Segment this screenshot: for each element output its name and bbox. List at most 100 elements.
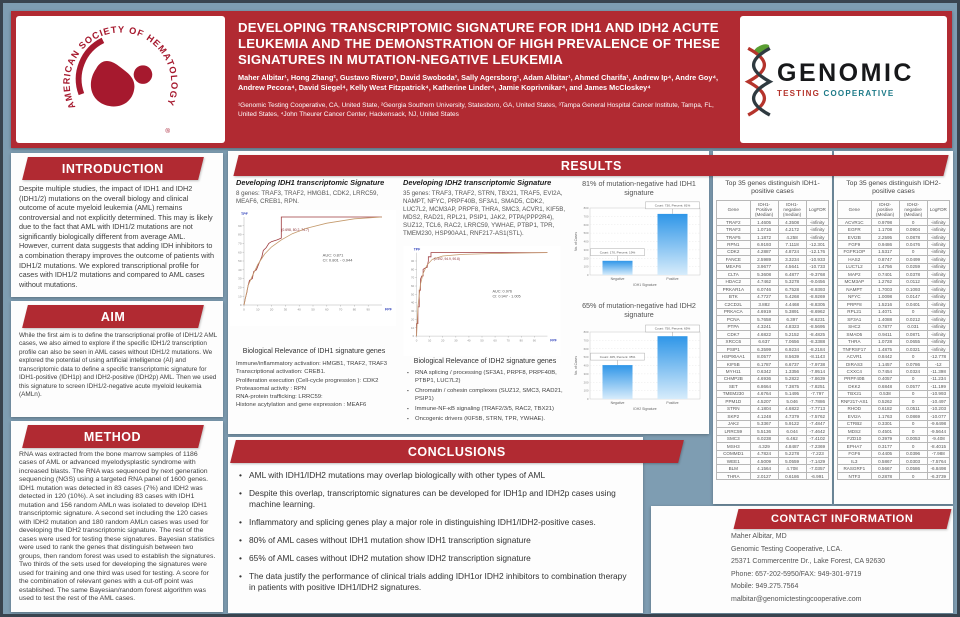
table-cell: 0 [898, 427, 928, 436]
bar-annotation: Count: 730, Percent: 81% [655, 204, 691, 208]
table-cell: NTF3 [837, 471, 872, 481]
table-cell: 1.1457 [870, 359, 900, 369]
svg-text:FPF: FPF [385, 308, 393, 312]
bar [602, 365, 633, 399]
table-cell: 4.2172 [777, 225, 807, 234]
table-cell: 0 [898, 247, 928, 257]
table-cell: 0 [898, 217, 928, 227]
table-cell: -infinity [926, 307, 951, 317]
table-cell: 0.0112 [898, 277, 928, 287]
table-cell: -10.933 [805, 255, 830, 264]
table-row: BTK 4.7727 5.4268 -8.9269 [716, 292, 830, 302]
table-cell: 7.1118 [777, 240, 807, 249]
table-cell: 0.1093 [898, 285, 928, 294]
table-row: PRPF40B 0.4057 0 -11.234 [837, 374, 951, 384]
conclusions-title: CONCLUSIONS [408, 444, 506, 459]
table-cell: -7.7886 [805, 397, 830, 406]
table-cell: 4.6822 [777, 404, 807, 414]
table-cell: RPL21 [837, 307, 872, 317]
table-row: MCM3AP 1.2762 0.0112 -infinity [837, 277, 951, 287]
table-row: SMC3 6.0238 6.462 -7.4102 [716, 434, 830, 444]
table-row: HSP90AA1 8.0577 8.5639 -8.1143 [716, 352, 830, 361]
list-item: RNA splicing / processing (SF3A1, PRPF8,… [407, 370, 567, 385]
table-cell: 0.0577 [898, 382, 928, 391]
table-row: DIRAS3 1.1457 0.0786 -12 [837, 359, 951, 369]
svg-text:Positive: Positive [666, 401, 678, 405]
table-cell: 0 [898, 389, 928, 399]
svg-text:100: 100 [584, 389, 589, 393]
svg-text:70: 70 [238, 242, 242, 246]
table-row: RASGRF1 0.5667 0.0586 -6.8498 [837, 464, 951, 473]
table-cell: -infinity [926, 337, 951, 347]
table-cell: 0 [898, 307, 928, 317]
table-cell: 4.6936 [749, 374, 779, 384]
list-item: Maher Albitar, MD [731, 533, 787, 540]
table-cell: PRPF8 [837, 300, 872, 309]
svg-text:0: 0 [413, 334, 415, 338]
table-row: TBX21 0.538 0 -10.993 [837, 389, 951, 399]
table-cell: 0.9411 [870, 329, 900, 339]
table-cell: 4.2887 [749, 247, 779, 257]
table-cell: DIRAS3 [837, 359, 872, 369]
table-cell: 4.3241 [749, 322, 779, 332]
table-cell: 4.1564 [749, 464, 779, 473]
svg-text:90: 90 [533, 338, 537, 342]
table-cell: 4.5641 [777, 262, 807, 272]
svg-text:700: 700 [584, 338, 589, 342]
gene-table-idh2: Gene IDH2-positive (Median) IDH2-negative … [837, 199, 951, 481]
list-item: RNA-protein trafficking: LRRC59: [236, 394, 323, 401]
table-cell: SMAD5 [837, 329, 872, 339]
table-row: DKK2 0.6848 0.0577 -11.199 [837, 382, 951, 391]
table-cell: -8.4825 [805, 329, 830, 339]
table-cell: 5.3891 [777, 307, 807, 317]
table-cell: LRRC59 [716, 427, 751, 436]
table-cell: 6.9193 [749, 240, 779, 249]
table-cell: 0.6342 [749, 367, 779, 376]
table-row: EPHA7 0.3177 0 -8.4015 [837, 442, 951, 451]
table-cell: 1.4756 [870, 262, 900, 272]
gtc-logo-card: GENOMIC TESTING COOPERATIVE [740, 16, 947, 143]
table-cell: RPN1 [716, 240, 751, 249]
table-cell: IL3 [837, 456, 872, 466]
table-cell: 1.2762 [870, 277, 900, 287]
table-cell: 5.7658 [749, 315, 779, 324]
table-cell: 3.3234 [777, 255, 807, 264]
table-cell: 5.5136 [749, 427, 779, 436]
table-cell: FGF9 [837, 240, 872, 249]
list-item: Phone: 657-202-5950/FAX: 949-301-9719 [731, 570, 862, 578]
table-cell: 0.0499 [898, 255, 928, 264]
table-cell: -9.3768 [805, 270, 830, 279]
svg-text:50: 50 [411, 292, 415, 296]
table-cell: -7.9738 [805, 359, 830, 369]
svg-text:IDH2 Signature: IDH2 Signature [633, 407, 656, 411]
table-cell: EPHA7 [837, 442, 872, 451]
table-cell: MEAF6 [716, 262, 751, 272]
table-cell: 0.9486 [870, 240, 900, 249]
dna-helix-icon [744, 43, 774, 116]
table-cell: -8.6231 [805, 315, 830, 324]
table-row: FGFR1OP 1.5317 0 -infinity [837, 247, 951, 257]
svg-text:800: 800 [584, 206, 589, 210]
table-row: SF3A1 1.4088 0.0212 -infinity [837, 315, 951, 324]
svg-text:Negative: Negative [611, 277, 625, 281]
svg-text:90: 90 [238, 224, 242, 228]
svg-text:60: 60 [325, 308, 329, 312]
table-row: PRPF8 1.5216 0.0401 -infinity [837, 300, 951, 309]
contact-lines: Maher Albitar, MD Genomic Testing Coopera… [731, 533, 947, 609]
table-cell: 4.4468 [777, 300, 807, 309]
svg-text:TPF: TPF [241, 212, 249, 216]
table-cell: PCNA [716, 315, 751, 324]
table-cell: FGFR1OP [837, 247, 872, 257]
table-cell: 0.0303 [898, 456, 928, 466]
list-item: Despite this overlap, transcriptomic sig… [236, 488, 634, 511]
table-cell: RASGRF1 [837, 464, 872, 473]
conclusions-list: AML with IDH1/IDH2 mutations may overlap… [236, 470, 634, 600]
aim-box: AIM While the first aim is to define the… [11, 301, 223, 417]
table-cell: 0.0869 [898, 412, 928, 421]
contact-title: CONTACT INFORMATION [771, 513, 914, 525]
table-row: HDAC2 4.7462 5.3278 -9.0456 [716, 277, 830, 287]
table-cell: FZD10 [837, 434, 872, 444]
table-row: MEAF6 3.9677 4.5641 -10.733 [716, 262, 830, 272]
table-cell: STRN [716, 404, 751, 414]
table-cell: 4.7727 [749, 292, 779, 302]
